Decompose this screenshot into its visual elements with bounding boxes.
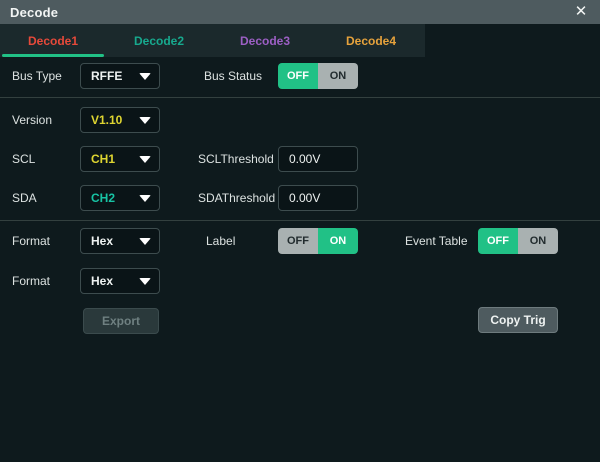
bus-status-on[interactable]: ON: [318, 63, 358, 89]
format-export-label: Format: [12, 274, 51, 288]
sda-threshold-input[interactable]: 0.00V: [278, 185, 358, 211]
event-table-on[interactable]: ON: [518, 228, 558, 254]
format-export-dropdown[interactable]: Hex: [80, 268, 160, 294]
bus-status-label: Bus Status: [204, 69, 263, 83]
scl-threshold-input[interactable]: 0.00V: [278, 146, 358, 172]
bus-type-value: RFFE: [91, 69, 123, 83]
format-display-dropdown[interactable]: Hex: [80, 228, 160, 254]
version-value: V1.10: [91, 113, 123, 127]
event-table-off[interactable]: OFF: [478, 228, 518, 254]
copy-trig-button[interactable]: Copy Trig: [478, 307, 558, 333]
sda-threshold-label: SDAThreshold: [198, 191, 276, 205]
decode-tab-bar: Decode1 Decode2 Decode3 Decode4: [0, 24, 425, 57]
tab-decode3[interactable]: Decode3: [239, 33, 291, 48]
format-display-label: Format: [12, 234, 51, 248]
export-button[interactable]: Export: [83, 308, 159, 334]
page-title: Decode: [10, 4, 59, 20]
close-icon[interactable]: ✕: [574, 3, 588, 20]
version-dropdown[interactable]: V1.10: [80, 107, 160, 133]
sda-channel-dropdown[interactable]: CH2: [80, 185, 160, 211]
divider: [0, 97, 600, 98]
bus-type-label: Bus Type: [12, 69, 62, 83]
scl-label: SCL: [12, 152, 36, 166]
version-label: Version: [12, 113, 53, 127]
chevron-down-icon: [139, 277, 151, 285]
chevron-down-icon: [139, 72, 151, 80]
label-off[interactable]: OFF: [278, 228, 318, 254]
tab-decode4[interactable]: Decode4: [345, 33, 397, 48]
label-on[interactable]: ON: [318, 228, 358, 254]
sda-label: SDA: [12, 191, 37, 205]
divider: [0, 220, 600, 221]
format-export-value: Hex: [91, 274, 114, 288]
chevron-down-icon: [139, 155, 151, 163]
bus-status-off[interactable]: OFF: [278, 63, 318, 89]
bus-type-dropdown[interactable]: RFFE: [80, 63, 160, 89]
sda-channel-value: CH2: [91, 191, 116, 205]
bus-status-toggle[interactable]: OFF ON: [278, 63, 358, 89]
scl-threshold-label: SCLThreshold: [198, 152, 274, 166]
scl-channel-value: CH1: [91, 152, 116, 166]
title-bar: Decode ✕: [0, 0, 600, 24]
event-table-label: Event Table: [405, 234, 468, 248]
label-switch-label: Label: [206, 234, 236, 248]
label-toggle[interactable]: OFF ON: [278, 228, 358, 254]
scl-channel-dropdown[interactable]: CH1: [80, 146, 160, 172]
tab-decode2[interactable]: Decode2: [133, 33, 185, 48]
chevron-down-icon: [139, 194, 151, 202]
chevron-down-icon: [139, 237, 151, 245]
chevron-down-icon: [139, 116, 151, 124]
format-display-value: Hex: [91, 234, 114, 248]
event-table-toggle[interactable]: OFF ON: [478, 228, 558, 254]
tab-decode1[interactable]: Decode1: [0, 24, 106, 57]
